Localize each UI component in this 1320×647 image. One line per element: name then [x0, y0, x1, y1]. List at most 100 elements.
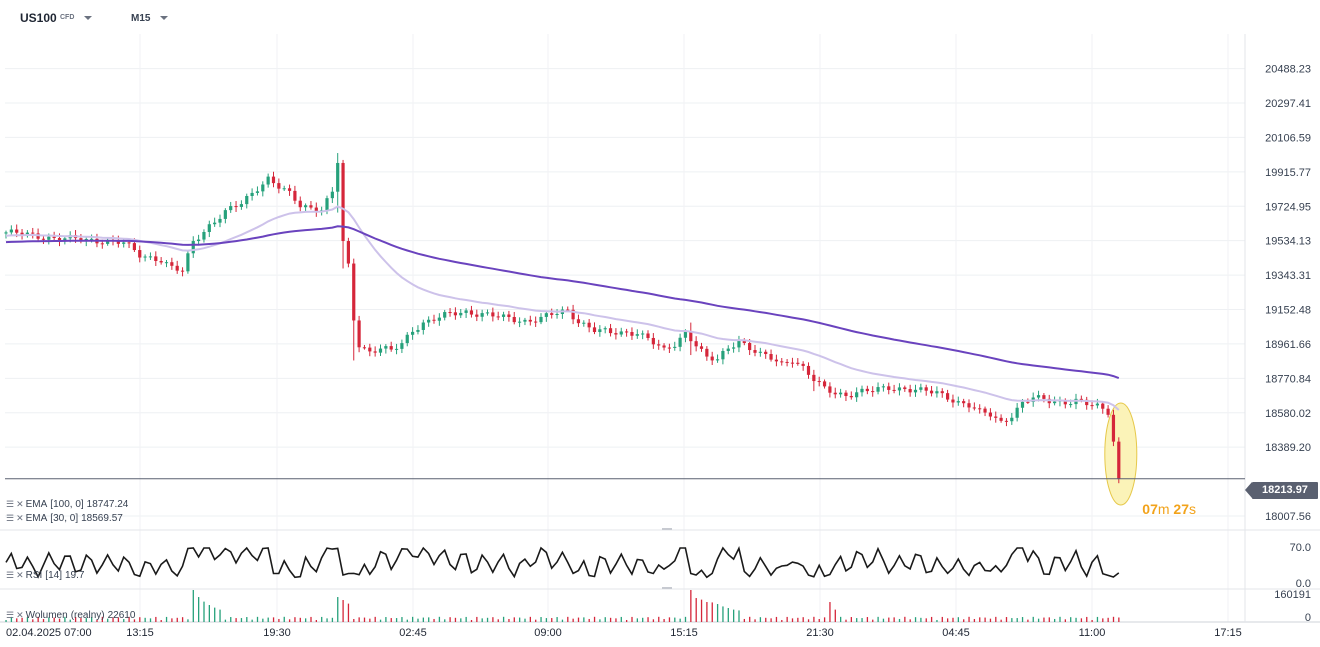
candle-body — [512, 316, 516, 323]
candle-body — [651, 337, 655, 345]
candle-body — [881, 386, 885, 388]
volume-bar — [224, 619, 227, 622]
candle-body — [1010, 417, 1014, 422]
candle-body — [496, 316, 500, 318]
candle-body — [245, 196, 249, 205]
timeframe-selector[interactable]: M15 — [131, 13, 151, 24]
x-tick-label: 04:45 — [942, 627, 970, 639]
volume-bar — [856, 618, 858, 622]
candle-body — [416, 329, 420, 332]
volume-bar — [706, 602, 708, 622]
volume-bar — [952, 617, 954, 622]
settings-menu-icon[interactable]: ☰ — [6, 499, 14, 509]
candle-body — [603, 328, 607, 330]
volume-bar — [42, 618, 45, 622]
candle-body — [47, 236, 51, 240]
volume-bar — [711, 602, 713, 622]
volume-bar — [331, 617, 334, 622]
volume-bar — [1032, 616, 1034, 622]
volume-bar — [465, 616, 467, 622]
settings-menu-icon[interactable]: ☰ — [6, 513, 14, 523]
volume-bar — [315, 619, 317, 622]
volume-bar — [872, 619, 874, 622]
candle-body — [411, 331, 415, 335]
close-icon[interactable]: ✕ — [16, 610, 23, 620]
volume-bar — [941, 616, 943, 622]
candle-body — [972, 407, 976, 409]
candle-body — [742, 340, 746, 344]
volume-bar — [123, 618, 125, 622]
candle-body — [453, 312, 457, 316]
settings-menu-icon[interactable]: ☰ — [6, 570, 14, 580]
candle-body — [127, 242, 131, 244]
close-icon[interactable]: ✕ — [16, 513, 23, 523]
y-tick-label: 20106.59 — [1265, 132, 1311, 144]
candle-body — [180, 270, 185, 272]
volume-bar — [379, 619, 382, 622]
volume-bar — [198, 597, 200, 622]
volume-bar — [91, 617, 93, 622]
x-tick-label: 09:00 — [534, 627, 562, 639]
timeframe-dropdown-chevron-down-icon[interactable] — [160, 16, 168, 20]
volume-bar — [1118, 617, 1120, 622]
candle-body — [20, 232, 24, 236]
pane-resize-handle[interactable] — [662, 587, 672, 589]
legend-ema100-name: EMA — [25, 499, 48, 510]
y-tick-label: 18961.66 — [1265, 339, 1311, 351]
volume-bar — [176, 617, 178, 622]
volume-bar — [770, 618, 772, 622]
volume-bar — [326, 618, 328, 622]
volume-bar — [203, 601, 205, 622]
volume-bar — [722, 606, 724, 622]
candle-body — [485, 312, 490, 314]
volume-bar — [428, 617, 430, 622]
candle-body — [202, 231, 206, 240]
pane-resize-handle[interactable] — [662, 528, 672, 530]
volume-bar — [797, 617, 799, 622]
volume-bar — [85, 618, 87, 622]
candle-body — [625, 331, 629, 333]
legend-ema30[interactable]: ☰ ✕ EMA [30, 0] 18569.57 — [6, 513, 123, 524]
close-icon[interactable]: ✕ — [16, 570, 23, 580]
volume-bar — [674, 617, 676, 622]
volume-bar — [577, 617, 580, 622]
volume-bar — [321, 616, 323, 622]
legend-volume[interactable]: ☰ ✕ Wolumen (realny) 22610 — [6, 610, 135, 621]
candle-body — [394, 348, 399, 350]
volume-bar — [930, 616, 933, 622]
close-icon[interactable]: ✕ — [16, 499, 23, 509]
candle-body — [400, 343, 404, 349]
y-tick-label: 18580.02 — [1265, 408, 1311, 420]
candle-body — [1063, 400, 1067, 405]
candle-body — [817, 381, 821, 383]
volume-bar — [979, 617, 981, 622]
candle-body — [587, 322, 591, 328]
volume-bar — [695, 598, 697, 622]
volume-bar — [631, 616, 633, 622]
candle-body — [946, 393, 950, 400]
volume-bar — [214, 607, 216, 622]
legend-ema100[interactable]: ☰ ✕ EMA [100, 0] 18747.24 — [6, 499, 128, 510]
candle-body — [833, 392, 837, 395]
candle-body — [507, 314, 511, 317]
volume-bar — [369, 618, 371, 622]
symbol-type-label: CFD — [60, 14, 75, 21]
candle-body — [844, 392, 848, 397]
candle-body — [769, 354, 773, 360]
candle-body — [1079, 398, 1083, 400]
candle-body — [1101, 403, 1105, 409]
settings-menu-icon[interactable]: ☰ — [6, 610, 14, 620]
symbol-dropdown-chevron-down-icon[interactable] — [84, 16, 92, 20]
symbol-selector[interactable]: US100 — [20, 11, 57, 25]
volume-bar — [658, 616, 660, 622]
countdown-seconds: 27 — [1173, 501, 1189, 517]
volume-bar — [37, 616, 39, 622]
legend-rsi[interactable]: ☰ ✕ RSI [14] 19.7 — [6, 570, 84, 581]
candle-body — [929, 390, 934, 394]
candle-body — [897, 387, 902, 391]
candle-body — [544, 313, 548, 317]
volume-bar — [1107, 617, 1109, 622]
volume-bar — [288, 619, 291, 622]
highlight-ellipse — [1104, 402, 1138, 506]
